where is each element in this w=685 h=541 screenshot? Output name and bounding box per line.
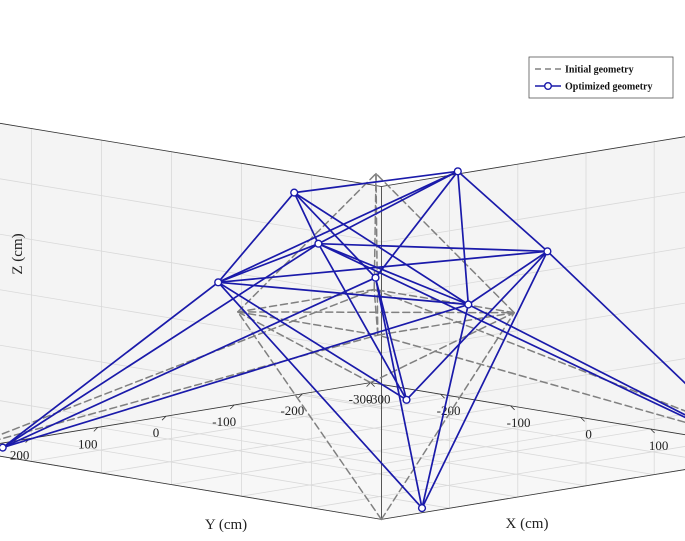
y-tick-label: -100: [212, 414, 236, 429]
legend-initial-label: Initial geometry: [565, 65, 634, 76]
optimized-member: [317, 242, 408, 401]
initial-member: [0, 334, 379, 440]
y-tick: [366, 382, 371, 387]
optimized-node: [417, 504, 427, 513]
grid-line-y-floor: [234, 404, 655, 475]
y-tick-label: -300: [349, 392, 373, 407]
y-tick: [93, 427, 99, 432]
y-tick: [161, 415, 167, 421]
optimized-member: [374, 276, 423, 509]
optimized-member: [456, 170, 470, 306]
legend-optimized-label: Optimized geometry: [565, 82, 652, 93]
initial-member: [373, 172, 377, 291]
x-tick: [650, 428, 655, 434]
optimized-member: [217, 242, 320, 284]
initial-member: [377, 334, 685, 424]
x-tick-label: 100: [649, 438, 669, 453]
optimized-member: [217, 170, 459, 284]
x-tick-label: -300: [367, 392, 391, 407]
grid-line-y-floor: [97, 427, 518, 498]
grid-line-y-floor: [302, 393, 685, 458]
optimized-member: [317, 242, 549, 253]
optimized-member: [421, 303, 470, 509]
optimized-node: [453, 167, 462, 176]
optimized-member: [293, 191, 377, 279]
optimized-node: [214, 278, 223, 287]
initial-member: [0, 288, 375, 436]
floor-back-edge-left: [0, 455, 382, 520]
y-axis-label: Y (cm): [205, 517, 247, 533]
optimized-member: [374, 170, 459, 279]
optimized-member: [317, 170, 459, 245]
series-optimized-geometry: [0, 167, 685, 513]
optimized-member: [467, 303, 685, 416]
y-tick-label: 100: [78, 436, 98, 451]
initial-member: [373, 288, 685, 412]
optimized-member: [293, 191, 320, 245]
optimized-member: [217, 250, 549, 284]
optimized-node: [464, 300, 473, 309]
z-axis-label: Z (cm): [10, 233, 26, 274]
initial-member: [380, 311, 515, 521]
optimized-node: [0, 443, 7, 452]
grid-line-y-floor: [165, 415, 587, 487]
x-tick: [440, 393, 445, 399]
optimized-member: [456, 170, 549, 253]
legend-box: [528, 56, 674, 99]
y-tick-label: 200: [10, 448, 30, 463]
initial-member: [237, 172, 377, 313]
optimized-member: [217, 191, 296, 284]
initial-member: [373, 288, 379, 336]
optimized-node: [290, 188, 299, 197]
optimized-member: [293, 191, 470, 306]
axis-panes: [0, 123, 685, 520]
optimized-node: [371, 273, 380, 282]
optimized-member: [317, 242, 685, 419]
y-tick-label: 0: [153, 425, 160, 440]
axis-labels: X (cm) Y (cm) Z (cm): [10, 233, 548, 533]
initial-member: [373, 288, 515, 314]
legend-optimized-marker: [544, 81, 553, 90]
floor-back-edge-right: [381, 469, 685, 520]
initial-member: [237, 311, 379, 336]
grid-line-y-floor: [29, 438, 450, 509]
x-tick: [370, 382, 375, 387]
optimized-member: [1, 303, 470, 449]
optimized-member: [293, 170, 459, 194]
initial-member: [237, 311, 372, 384]
y-tick-label: -200: [280, 403, 304, 418]
optimized-node: [402, 395, 411, 404]
x-axis-label: X (cm): [506, 516, 549, 532]
top-edge-left: [0, 122, 382, 187]
x-tick-label: 0: [585, 426, 592, 441]
optimized-member: [546, 250, 685, 385]
optimized-member: [217, 281, 408, 401]
x-tick-label: -100: [507, 415, 531, 430]
optimized-member: [374, 276, 408, 401]
x-tick: [580, 417, 585, 422]
initial-member: [237, 311, 383, 521]
optimized-member: [1, 276, 377, 449]
optimized-member: [421, 250, 549, 509]
optimized-node: [543, 247, 552, 256]
optimized-member: [217, 281, 423, 509]
y-tick: [298, 393, 303, 399]
optimized-member: [405, 250, 549, 401]
optimized-member: [317, 242, 470, 306]
x-tick: [510, 405, 515, 411]
optimized-node: [314, 239, 323, 248]
optimized-member: [467, 250, 549, 306]
y-tick: [229, 404, 235, 410]
optimized-member: [217, 281, 470, 306]
legend: Initial geometry Optimized geometry: [528, 56, 674, 99]
optimized-member: [1, 281, 220, 449]
